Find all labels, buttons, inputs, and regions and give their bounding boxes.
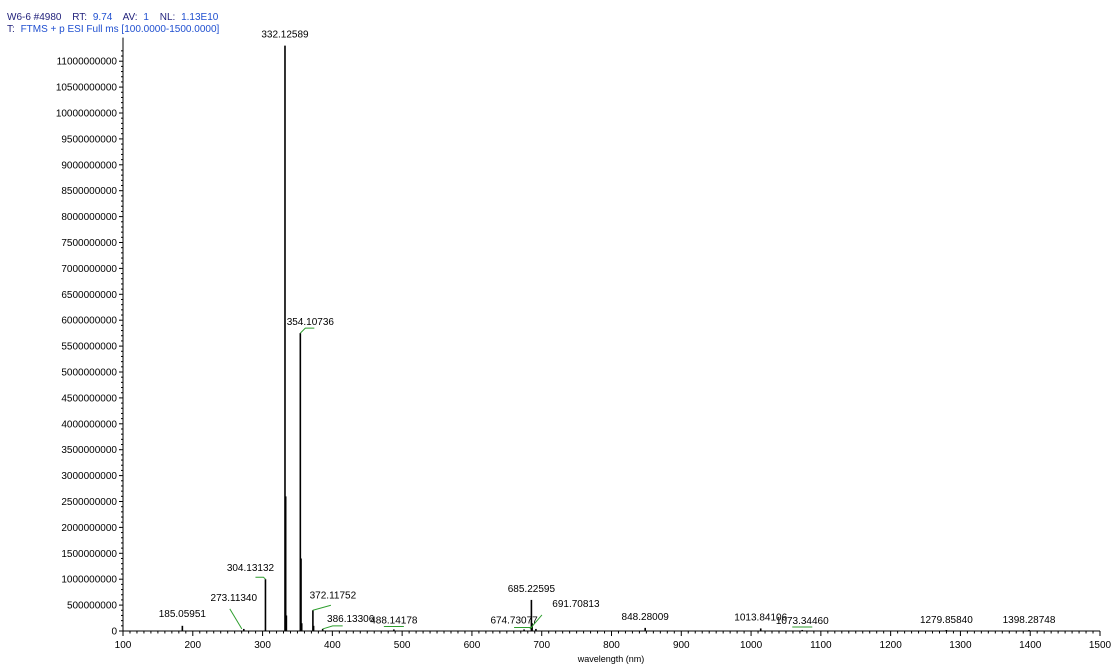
y-tick-label: 6000000000: [61, 316, 117, 327]
y-tick-label: 11000000000: [57, 57, 118, 68]
peak-label: 674.73077: [490, 615, 538, 626]
peak-leader-line: [299, 327, 315, 334]
y-tick-label: 10500000000: [56, 83, 118, 94]
plot-area: 0 500000000 1000000000 1500000000 2000000000…: [56, 30, 1112, 651]
y-tick-label: 10000000000: [56, 109, 118, 120]
x-tick-label: 1100: [810, 640, 832, 651]
y-tick-label: 2000000000: [61, 523, 117, 534]
av-label: AV:: [123, 12, 138, 23]
peak-label: 273.11340: [211, 593, 258, 604]
peak-label: 1013.84106: [734, 612, 787, 623]
peak-label: 1398.28748: [1003, 615, 1056, 626]
peak-label: 848.28009: [622, 612, 670, 623]
x-tick-label: 400: [324, 640, 341, 651]
rt-label: RT:: [72, 12, 87, 23]
y-tick-label: 5500000000: [61, 342, 117, 353]
peak-label: 304.13132: [227, 563, 275, 574]
y-tick-label: 4000000000: [61, 419, 117, 430]
peak-leader-line: [255, 576, 266, 580]
scan-id: W6-6 #4980: [7, 12, 62, 23]
y-tick-label: 9000000000: [61, 160, 117, 171]
peak-label: 685.22595: [508, 584, 556, 595]
peak-label: 691.70813: [552, 599, 600, 610]
peak-label: 372.11752: [310, 590, 357, 601]
y-tick-label: 3000000000: [61, 471, 117, 482]
y-tick-label: 1000000000: [61, 575, 117, 586]
nl-value: 1.13E10: [181, 12, 219, 23]
y-tick-label: 7000000000: [61, 264, 117, 275]
chart-header: W6-6 #4980 RT: 9.74 AV: 1 NL: 1.13E10 T:…: [7, 12, 220, 35]
filter-label: T:: [7, 24, 15, 35]
peak-leader-line: [322, 625, 343, 630]
x-tick-label: 1300: [949, 640, 972, 651]
peak-label: 488.14178: [370, 615, 418, 626]
y-tick-label: 4500000000: [61, 393, 117, 404]
y-tick-label: 2500000000: [61, 497, 117, 508]
y-tick-label: 6500000000: [61, 290, 117, 301]
rt-value: 9.74: [93, 12, 113, 23]
x-tick-label: 1200: [880, 640, 903, 651]
y-tick-label: 0: [111, 627, 117, 638]
x-tick-label: 300: [254, 640, 271, 651]
peak-label: 1279.85840: [920, 615, 973, 626]
peak-label: 185.05951: [159, 609, 207, 620]
x-tick-label: 1000: [740, 640, 763, 651]
x-tick-label: 200: [184, 640, 201, 651]
y-tick-label: 500000000: [67, 601, 117, 612]
x-tick-label: 800: [603, 640, 620, 651]
av-value: 1: [143, 12, 149, 23]
peak-label: 332.12589: [261, 30, 309, 41]
header-line-1: W6-6 #4980 RT: 9.74 AV: 1 NL: 1.13E10: [7, 12, 219, 23]
nl-label: NL:: [160, 12, 176, 23]
y-tick-label: 9500000000: [61, 134, 117, 145]
peak-label: 1073.34460: [776, 616, 829, 627]
peak-label: 354.10736: [287, 317, 335, 328]
peak-label: 386.13306: [327, 614, 375, 625]
y-tick-label: 8000000000: [61, 212, 117, 223]
y-tick-label: 3500000000: [61, 445, 117, 456]
x-tick-label: 700: [533, 640, 550, 651]
x-tick-label: 1400: [1019, 640, 1042, 651]
header-line-2: T: FTMS + p ESI Full ms [100.0000-1500.0…: [7, 24, 220, 35]
y-tick-label: 7500000000: [61, 238, 117, 249]
y-tick-label: 8500000000: [61, 186, 117, 197]
peak-leader-line: [229, 608, 243, 630]
peak-leader-line: [529, 614, 543, 630]
x-tick-label: 900: [673, 640, 690, 651]
peak-leader-line: [312, 604, 332, 611]
x-tick-label: 1500: [1089, 640, 1112, 651]
x-tick-label: 100: [115, 640, 132, 651]
x-axis-title: wavelength (nm): [577, 654, 645, 664]
x-tick-label: 600: [464, 640, 481, 651]
y-tick-label: 5000000000: [61, 368, 117, 379]
x-tick-label: 500: [394, 640, 411, 651]
y-tick-label: 1500000000: [61, 549, 117, 560]
filter-value: FTMS + p ESI Full ms [100.0000-1500.0000…: [21, 24, 220, 35]
